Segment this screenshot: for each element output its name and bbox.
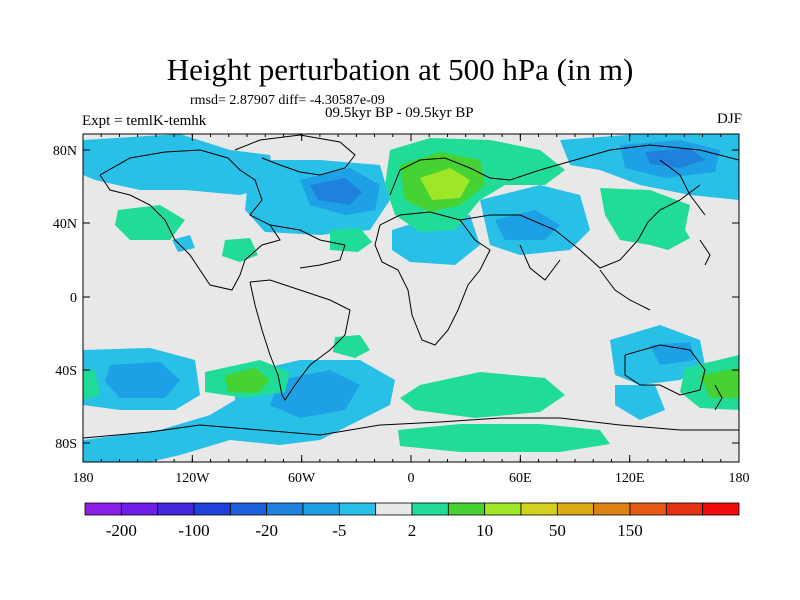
colorbar-box [629, 502, 667, 516]
colorbar-box [520, 502, 558, 516]
experiment-label: Expt = temlK-temhk [82, 113, 207, 129]
colorbar-box [229, 502, 268, 516]
colorbar-label: 2 [408, 521, 417, 540]
lon-tick-label: 120W [175, 471, 210, 486]
colorbar-label: 10 [476, 521, 493, 540]
stats-label: rmsd= 2.87907 diff= -4.30587e-09 [190, 93, 385, 108]
season-label: DJF [716, 111, 742, 127]
lon-tick-label: 120E [615, 471, 645, 486]
lat-tick-label: 40S [55, 364, 77, 379]
lon-tick-label: 0 [408, 471, 415, 486]
colorbar-box [375, 502, 413, 516]
colorbar-label: -20 [255, 521, 278, 540]
colorbar-box [702, 502, 740, 516]
colorbar-label: -5 [332, 521, 346, 540]
period-label: 09.5kyr BP - 09.5kyr BP [325, 105, 474, 121]
lon-tick-label: 60E [509, 471, 532, 486]
colorbar-box [447, 502, 486, 516]
colorbar-box [157, 502, 195, 516]
contour-fill [83, 134, 739, 462]
colorbar-box [338, 502, 377, 516]
colorbar-label: -100 [178, 521, 209, 540]
axis-ticks [82, 134, 740, 462]
colorbar-label: 150 [617, 521, 643, 540]
colorbar-label: -200 [106, 521, 137, 540]
colorbar-box [556, 502, 595, 516]
colorbar-box [665, 502, 704, 516]
colorbar-box [266, 502, 304, 516]
axis-tick-labels: 80N 40N 0 40S 80S 180 120W 60W 0 60E 120E 180 [53, 144, 750, 486]
lat-tick-label: 80N [53, 144, 77, 159]
lon-tick-label: 180 [729, 471, 750, 486]
colorbar-box [193, 502, 231, 516]
colorbar-labels: -200 -100 -20 -5 2 10 50 150 [106, 521, 643, 540]
lat-tick-label: 0 [70, 291, 77, 306]
colorbar-box [84, 502, 122, 516]
plot-title: Height perturbation at 500 hPa (in m) [166, 52, 634, 87]
colorbar-box [302, 502, 340, 516]
colorbar-label: 50 [549, 521, 566, 540]
lon-tick-label: 60W [288, 471, 316, 486]
lat-tick-label: 80S [55, 437, 77, 452]
lat-tick-label: 40N [53, 217, 77, 232]
colorbar-box [411, 502, 449, 516]
lon-tick-label: 180 [73, 471, 94, 486]
colorbar-box [484, 502, 522, 516]
colorbar-box [593, 502, 631, 516]
colorbar-boxes [84, 502, 740, 516]
colorbar-box [120, 502, 159, 516]
